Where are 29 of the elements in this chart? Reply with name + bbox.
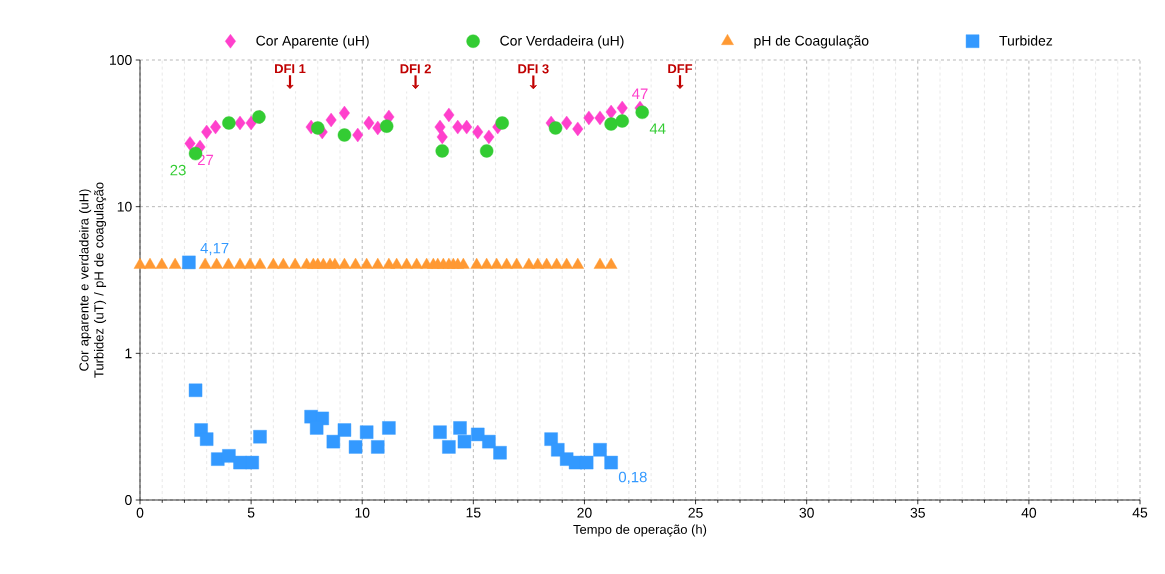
data-label: 4,17	[200, 242, 229, 256]
ref-line-label: DFI 3	[518, 64, 549, 74]
y-tick-label: 1	[125, 348, 132, 359]
x-tick-label: 20	[577, 507, 592, 518]
x-tick-label: 0	[136, 507, 144, 518]
x-tick-label: 15	[466, 507, 481, 518]
ref-line-label: DFI 1	[275, 64, 306, 74]
y-axis-title: Cor aparente e verdadeira (uH) Turbidez (uT) / pH de coagulação	[79, 182, 107, 378]
ref-line-label: DFI 2	[400, 64, 431, 74]
x-tick-label: 10	[355, 507, 370, 518]
y-tick-label: 100	[110, 55, 132, 65]
legend-label: pH de Coagulação	[754, 35, 869, 49]
x-tick-label: 40	[1021, 507, 1037, 518]
x-tick-label: 35	[910, 507, 925, 518]
data-label: 0,18	[618, 471, 647, 485]
legend-label: Cor Aparente (uH)	[256, 35, 369, 49]
x-tick-label: 25	[688, 507, 703, 518]
x-axis-title: Tempo de operação (h)	[573, 524, 707, 537]
data-label: 47	[632, 88, 648, 99]
legend-label: Turbidez	[999, 35, 1053, 46]
x-tick-label: 45	[1132, 507, 1148, 518]
y-tick-label: 0	[125, 495, 132, 505]
ref-line-label: DFF	[668, 64, 693, 74]
y-tick-label: 10	[117, 201, 132, 212]
x-tick-label: 30	[799, 507, 814, 518]
data-label: 23	[170, 164, 186, 176]
data-label: 44	[649, 123, 666, 134]
x-tick-label: 5	[247, 507, 255, 518]
legend-label: Cor Verdadeira (uH)	[500, 35, 624, 49]
